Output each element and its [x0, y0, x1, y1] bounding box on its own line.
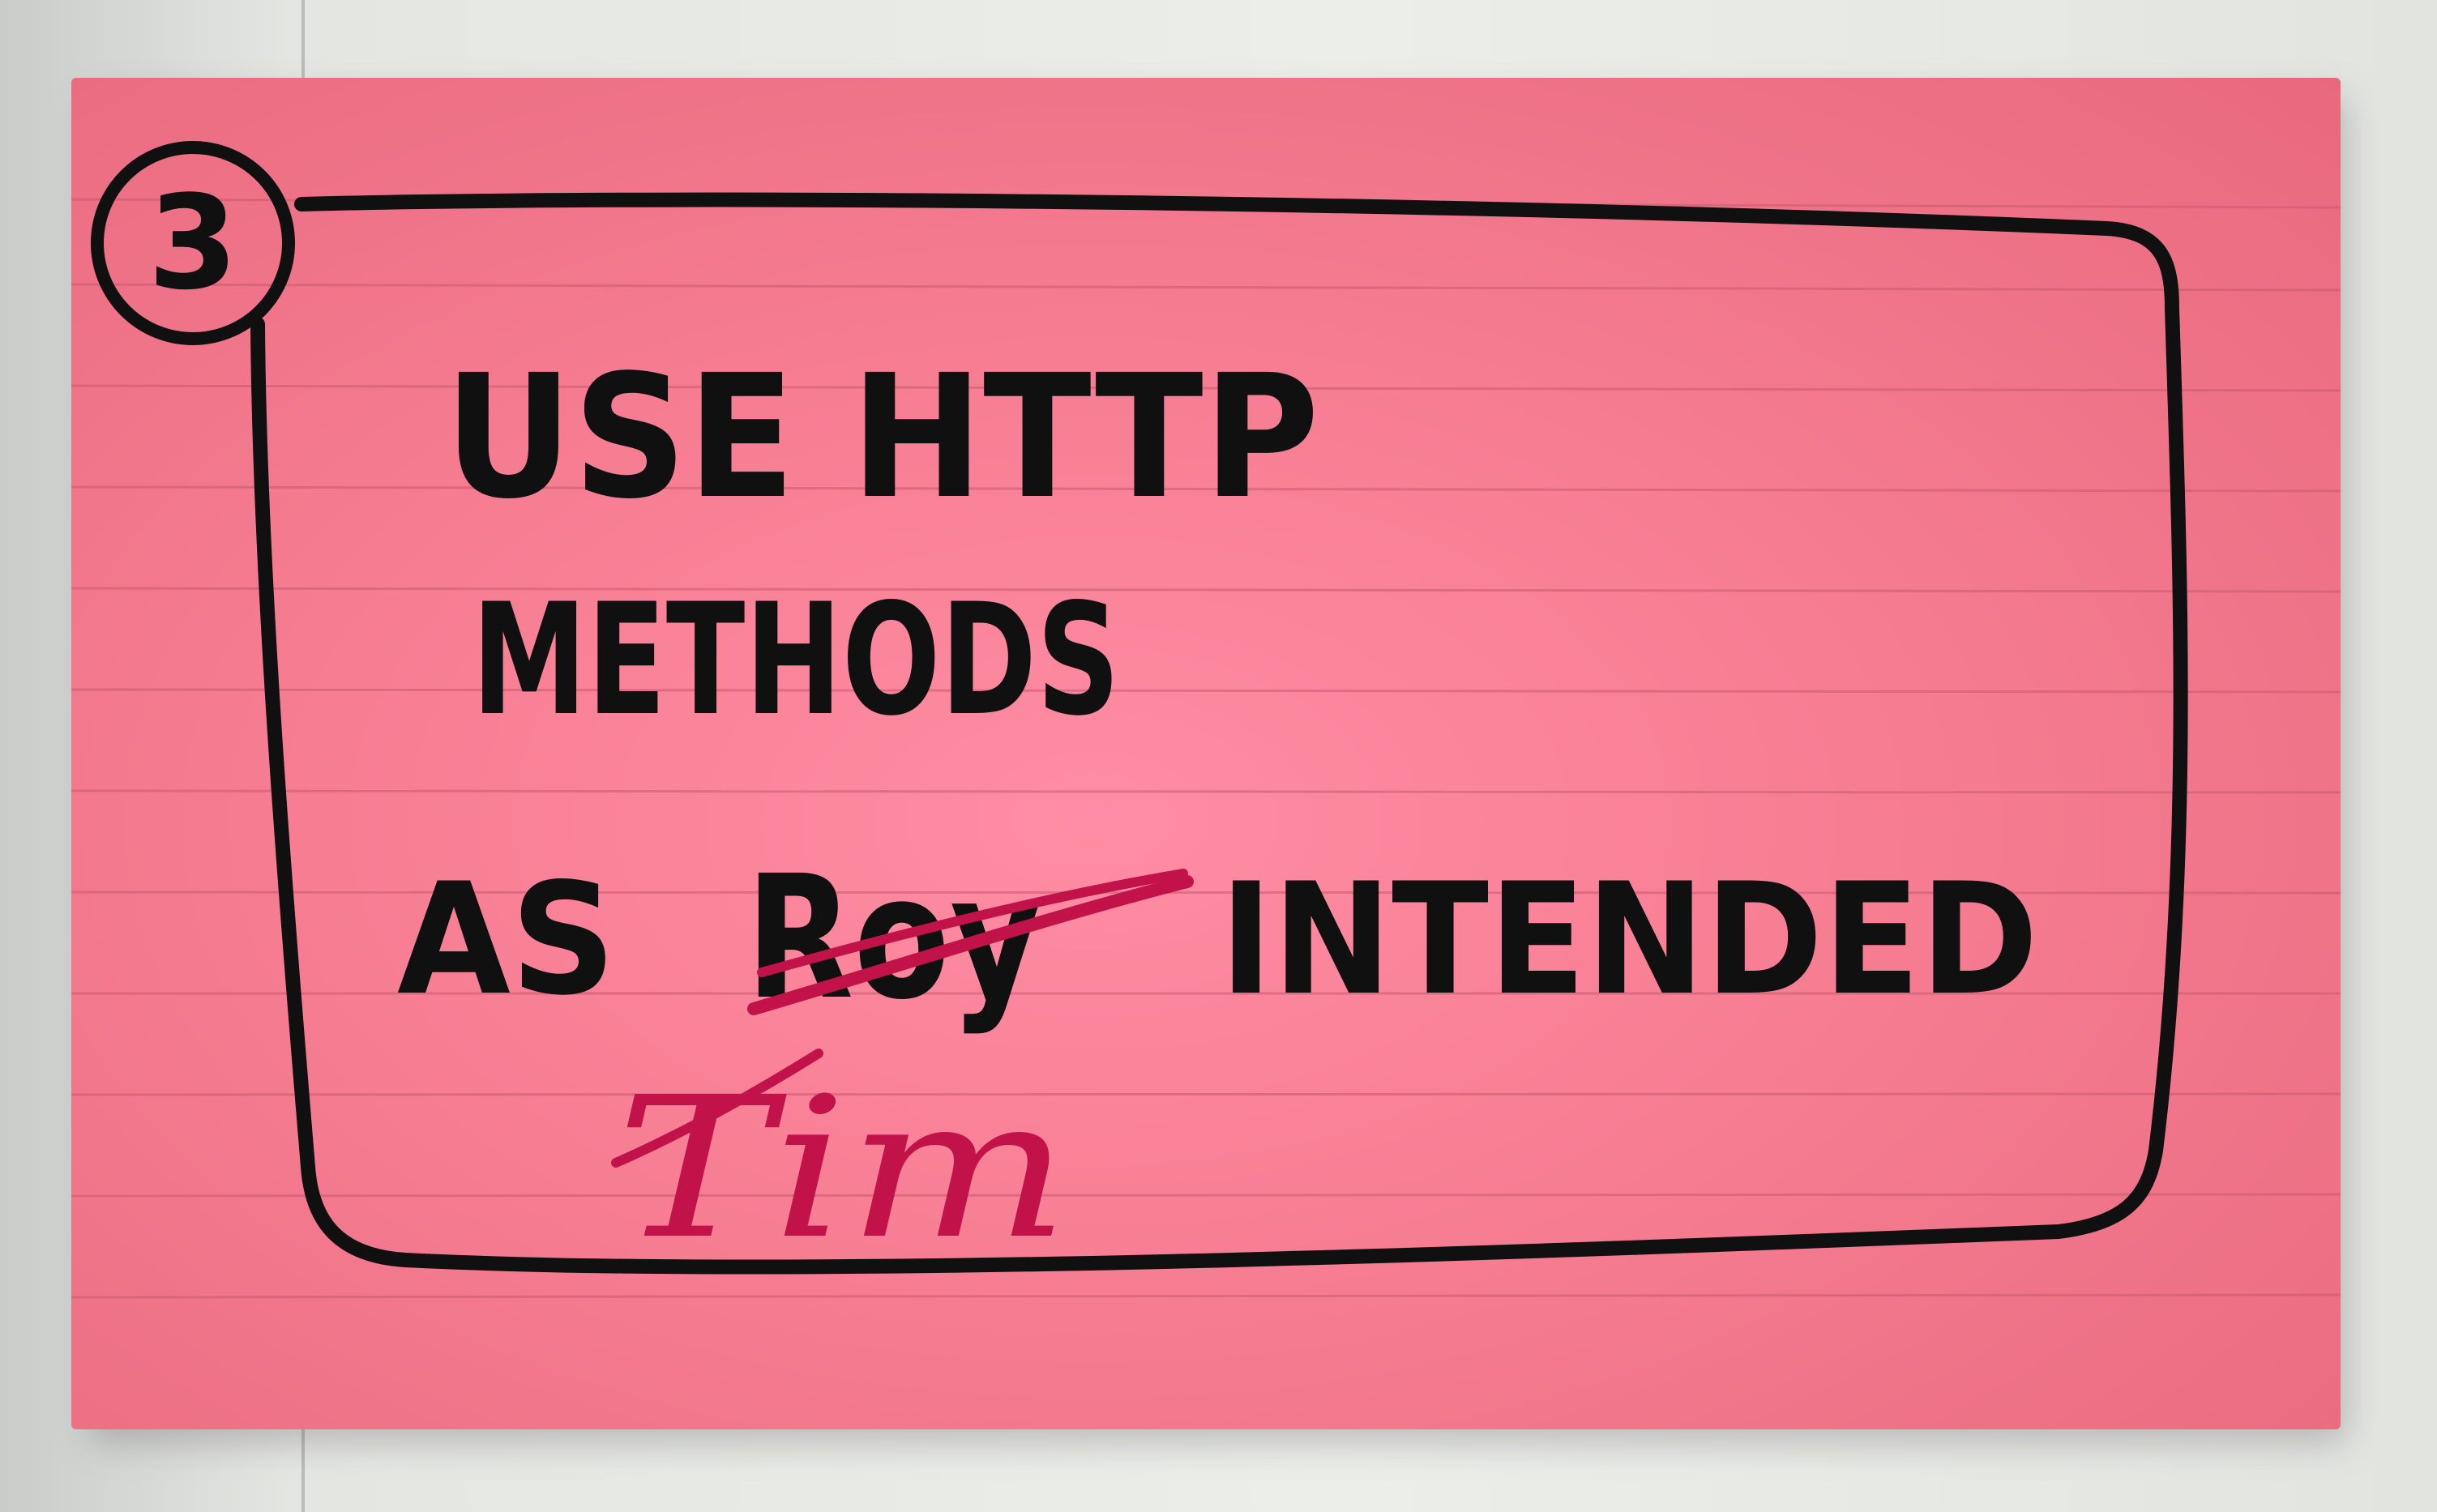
index-card: [71, 78, 2341, 1429]
replacement-name: Tim: [616, 1055, 1070, 1282]
text-line-2: METHODS: [472, 570, 1120, 750]
strikethrough-mark: [747, 875, 1194, 1015]
ruled-lines: [71, 198, 2341, 1299]
strikethrough-mark-2: [757, 869, 1188, 977]
text-line-3-suffix: INTENDED: [1220, 850, 2038, 1029]
replacement-underline-flourish: [611, 1049, 823, 1168]
card-number: 3: [148, 167, 237, 318]
hand-drawn-frame: [250, 192, 2188, 1275]
text-line-3-prefix: AS: [397, 850, 616, 1029]
number-circle: [91, 141, 295, 345]
text-line-1: USE HTTP: [444, 338, 1319, 536]
